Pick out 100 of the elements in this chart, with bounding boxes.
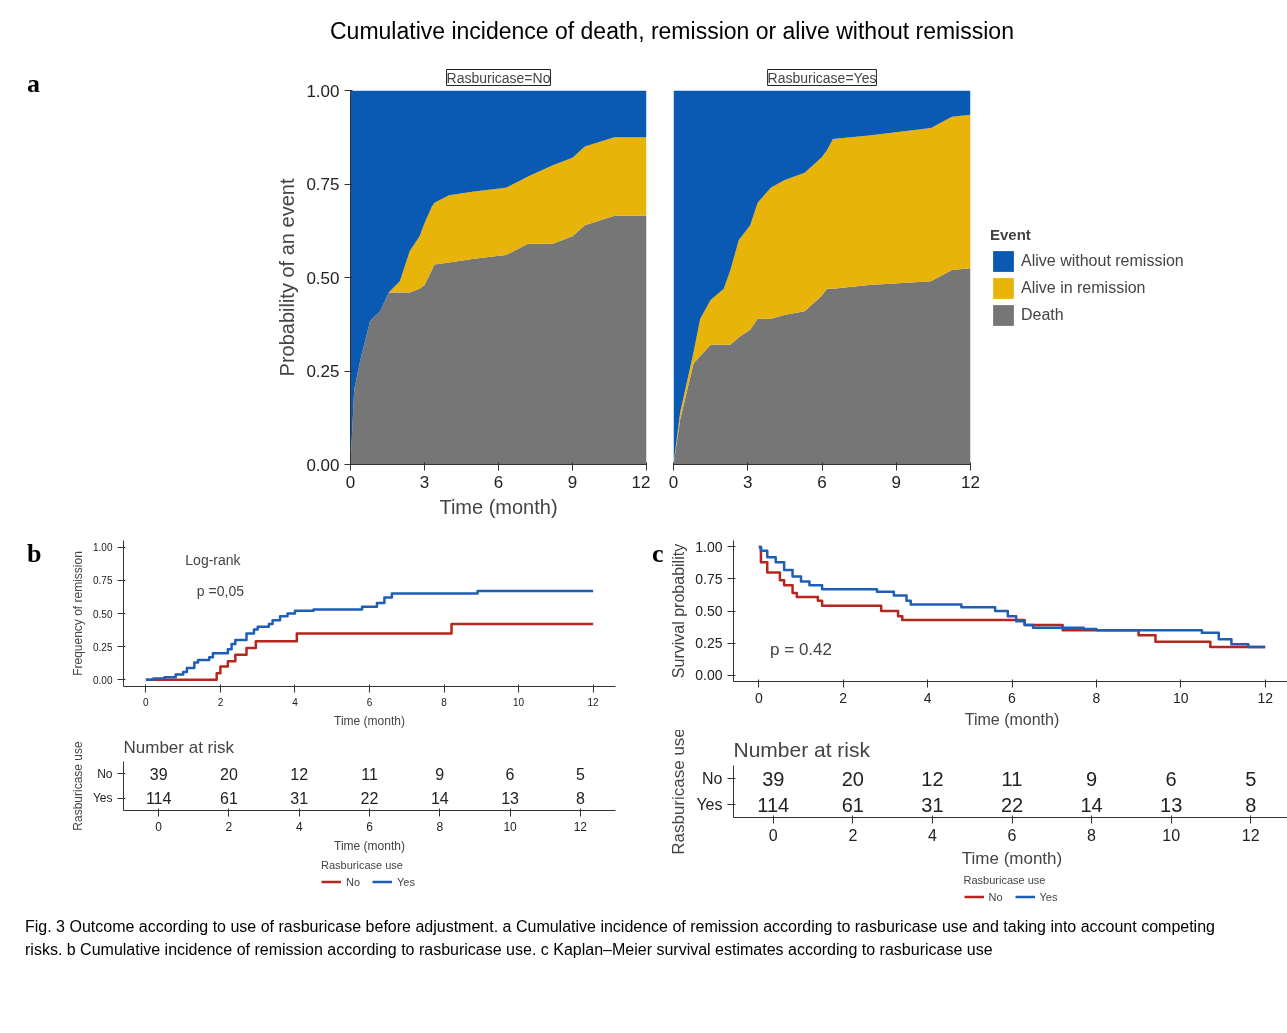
x-tick-label: 12 <box>961 472 980 492</box>
x-tick-label: 4 <box>295 819 303 834</box>
data-label: 8 <box>1245 793 1257 816</box>
x-tick-label: 12 <box>587 696 600 708</box>
y-axis-title: Survival probability <box>670 543 688 679</box>
y-tick-label: 0.75 <box>93 575 113 587</box>
x-tick-label: 6 <box>366 819 374 834</box>
x-tick-label: 2 <box>217 696 224 708</box>
x-tick-label: 6 <box>1008 689 1017 706</box>
data-label: 39 <box>762 767 785 790</box>
x-axis-title: Time (month) <box>439 495 558 518</box>
legend-label: Yes <box>397 875 416 888</box>
x-tick-label: 2 <box>839 689 848 706</box>
x-tick-label: 0 <box>345 472 356 492</box>
y-tick-label: 0.50 <box>93 608 113 620</box>
x-tick-label: 10 <box>513 696 525 708</box>
x-tick-label: 3 <box>419 472 430 492</box>
x-tick-label: 0 <box>155 819 163 834</box>
x-tick-label: 4 <box>292 696 299 708</box>
text: b <box>27 538 42 570</box>
y-tick-label: 1.00 <box>306 81 340 101</box>
y-tick-label: 0.50 <box>306 268 340 288</box>
y-axis-title: Rasburicase use <box>70 740 85 831</box>
x-tick-label: 2 <box>225 819 233 834</box>
x-tick-label: 8 <box>1092 689 1101 706</box>
legend-title: Rasburicase use <box>321 858 404 871</box>
data-label: 39 <box>149 765 168 783</box>
legend-title: Event <box>990 226 1032 243</box>
data-label: 6 <box>505 765 515 783</box>
data-label: 20 <box>841 767 864 790</box>
text: c <box>652 538 664 570</box>
y-tick-label: 0.00 <box>93 674 113 686</box>
x-tick-label: 6 <box>817 472 827 492</box>
x-axis-title: Time (month) <box>334 838 405 853</box>
data-label: 22 <box>1000 793 1024 816</box>
data-label: 13 <box>501 790 520 808</box>
legend-label: Alive without remission <box>1021 252 1184 270</box>
x-tick-label: 9 <box>891 472 901 492</box>
data-label: 61 <box>220 790 238 808</box>
x-tick-label: 0 <box>768 826 778 844</box>
y-tick-label: 0.50 <box>695 603 723 619</box>
x-tick-label: 0 <box>143 696 150 708</box>
data-label: 114 <box>145 790 172 808</box>
data-label: 31 <box>290 790 309 808</box>
data-label: 20 <box>220 765 238 783</box>
y-tick-label: Yes <box>696 796 723 813</box>
x-tick-label: 10 <box>1173 689 1189 706</box>
data-label: 114 <box>757 793 790 816</box>
x-tick-label: 8 <box>441 696 448 708</box>
x-tick-label: 6 <box>493 472 504 492</box>
y-tick-label: No <box>702 770 723 787</box>
x-tick-label: 12 <box>1241 826 1260 844</box>
annotation: p =0,05 <box>196 582 245 599</box>
y-tick-label: 0.75 <box>695 570 723 587</box>
x-tick-label: 6 <box>366 696 373 708</box>
x-tick-label: 12 <box>631 472 651 492</box>
data-label: 6 <box>1165 767 1177 790</box>
legend-label: No <box>346 875 362 888</box>
data-label: 9 <box>435 765 445 783</box>
data-label: 9 <box>1086 767 1098 790</box>
data-label: 61 <box>841 793 864 816</box>
y-tick-label: 0.25 <box>93 641 113 653</box>
x-axis-title: Time (month) <box>961 848 1063 868</box>
x-tick-label: 8 <box>1087 826 1097 844</box>
y-tick-label: Yes <box>92 791 113 806</box>
y-tick-label: 0.25 <box>695 635 723 652</box>
data-label: 13 <box>1160 793 1183 816</box>
x-tick-label: 0 <box>668 472 679 492</box>
annotation: p = 0.42 <box>770 639 832 659</box>
x-tick-label: 9 <box>567 472 578 492</box>
x-axis-title: Time (month) <box>334 713 405 728</box>
x-tick-label: 3 <box>743 472 753 492</box>
y-tick-label: No <box>97 766 113 781</box>
legend-label: No <box>988 890 1004 903</box>
x-tick-label: 8 <box>436 819 444 834</box>
data-label: 11 <box>1001 767 1023 790</box>
legend-label: Death <box>1021 306 1064 324</box>
x-tick-label: 4 <box>923 689 932 706</box>
data-label: 14 <box>1080 793 1103 816</box>
data-label: 5 <box>1245 767 1257 790</box>
y-axis-title: Probability of an event <box>276 178 299 377</box>
data-label: 12 <box>921 767 944 790</box>
data-label: 8 <box>575 790 585 808</box>
x-axis-title: Time (month) <box>964 710 1060 728</box>
data-label: 12 <box>290 765 309 783</box>
y-tick-label: 0.25 <box>306 362 340 381</box>
chart-subtitle: Rasburicase=No <box>446 69 551 86</box>
x-tick-label: 4 <box>927 826 937 844</box>
chart-title: Number at risk <box>123 737 235 757</box>
data-label: 5 <box>575 765 585 783</box>
chart-subtitle: Rasburicase=Yes <box>767 69 877 86</box>
legend-label: Alive in remission <box>1021 279 1146 297</box>
y-tick-label: 1.00 <box>93 542 113 554</box>
data-label: 22 <box>360 790 379 808</box>
chart-title: Cumulative incidence of death, remission or alive without remission <box>330 17 1014 46</box>
legend-title: Rasburicase use <box>963 873 1047 886</box>
y-axis-title: Frequency of remission <box>71 551 86 676</box>
caption: Fig. 3 Outcome according to use of rasburicase before adjustment. a Cumulative incidence of remission according to rasburicase use and taking into account competing risks. b Cumulative incidence of remission according to rasburicase use. c Kaplan–Meier survival estimates according to rasburicase use <box>25 917 1216 961</box>
data-label: 14 <box>430 790 449 808</box>
x-tick-label: 6 <box>1007 826 1017 844</box>
